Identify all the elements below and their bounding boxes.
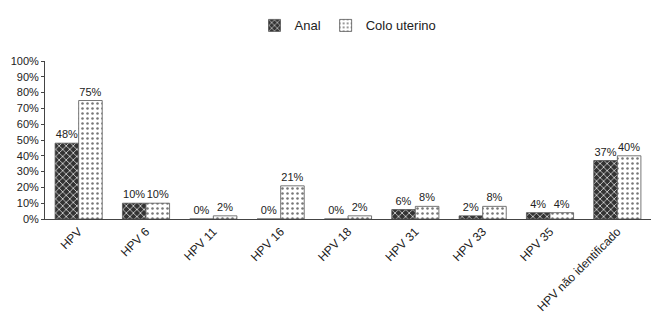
svg-text:HPV 18: HPV 18 (315, 225, 354, 264)
svg-text:6%: 6% (395, 195, 411, 207)
svg-text:HPV 35: HPV 35 (517, 225, 556, 264)
svg-text:Colo uterino: Colo uterino (366, 18, 436, 33)
svg-text:HPV 11: HPV 11 (181, 225, 220, 264)
svg-text:HPV não identificado: HPV não identificado (535, 225, 624, 314)
svg-text:2%: 2% (352, 201, 368, 213)
svg-text:0%: 0% (328, 204, 344, 216)
svg-text:0%: 0% (261, 204, 277, 216)
svg-text:40%: 40% (17, 150, 39, 162)
svg-text:HPV 6: HPV 6 (118, 225, 153, 260)
svg-text:HPV: HPV (58, 225, 85, 252)
svg-text:20%: 20% (17, 181, 39, 193)
svg-text:30%: 30% (17, 165, 39, 177)
svg-text:10%: 10% (17, 197, 39, 209)
svg-text:21%: 21% (281, 171, 303, 183)
svg-text:75%: 75% (79, 86, 101, 98)
svg-text:2%: 2% (463, 201, 479, 213)
svg-text:8%: 8% (486, 191, 502, 203)
svg-text:48%: 48% (56, 128, 78, 140)
svg-text:0%: 0% (23, 213, 39, 225)
svg-text:HPV 33: HPV 33 (450, 225, 489, 264)
svg-text:HPV 16: HPV 16 (248, 225, 287, 264)
svg-text:4%: 4% (554, 198, 570, 210)
svg-text:2%: 2% (217, 201, 233, 213)
svg-text:80%: 80% (17, 86, 39, 98)
svg-text:50%: 50% (17, 134, 39, 146)
svg-text:70%: 70% (17, 102, 39, 114)
svg-text:90%: 90% (17, 71, 39, 83)
svg-text:10%: 10% (147, 188, 169, 200)
svg-text:HPV 31: HPV 31 (383, 225, 422, 264)
svg-text:10%: 10% (123, 188, 145, 200)
svg-text:4%: 4% (530, 198, 546, 210)
svg-text:0%: 0% (193, 204, 209, 216)
svg-text:8%: 8% (419, 191, 435, 203)
svg-text:100%: 100% (11, 55, 39, 67)
svg-text:60%: 60% (17, 118, 39, 130)
svg-text:37%: 37% (594, 146, 616, 158)
svg-text:Anal: Anal (295, 18, 321, 33)
svg-text:40%: 40% (618, 141, 640, 153)
